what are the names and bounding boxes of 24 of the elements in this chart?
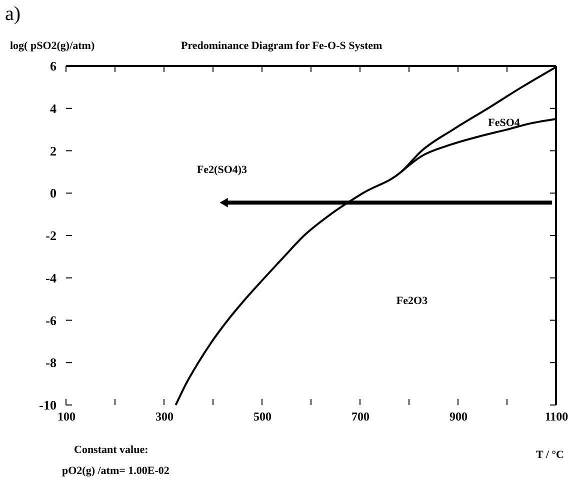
x-tick-label: 1100: [544, 410, 568, 424]
x-tick-label: 300: [156, 410, 174, 424]
y-axis-title: log( pSO2(g)/atm): [10, 40, 95, 52]
y-tick-label: 4: [50, 100, 57, 116]
x-tick-label: 900: [450, 410, 468, 424]
x-tick-label: 500: [254, 410, 272, 424]
annotation: Fe2O3: [396, 295, 428, 307]
text: a): [5, 3, 21, 25]
x-tick-label: 100: [58, 410, 76, 424]
y-tick-label: -8: [46, 355, 57, 370]
y-tick-label: -2: [46, 228, 56, 243]
y-tick-label: -6: [46, 312, 57, 328]
text: Constant value:: [74, 444, 148, 456]
annotation: FeSO4: [488, 117, 520, 129]
annotation: Fe2(SO4)3: [196, 164, 248, 176]
y-tick-label: 2: [50, 143, 56, 158]
y-tick-label: -10: [39, 398, 56, 412]
x-tick-label: 700: [352, 410, 370, 424]
y-tick-label: -4: [46, 270, 57, 286]
text: pO2(g) /atm= 1.00E-02: [62, 465, 170, 477]
chart-title: Predominance Diagram for Fe-O-S System: [180, 40, 382, 52]
x-axis-title: T / °C: [536, 449, 564, 461]
y-tick-label: 6: [50, 58, 57, 74]
y-tick-label: 0: [50, 186, 56, 201]
